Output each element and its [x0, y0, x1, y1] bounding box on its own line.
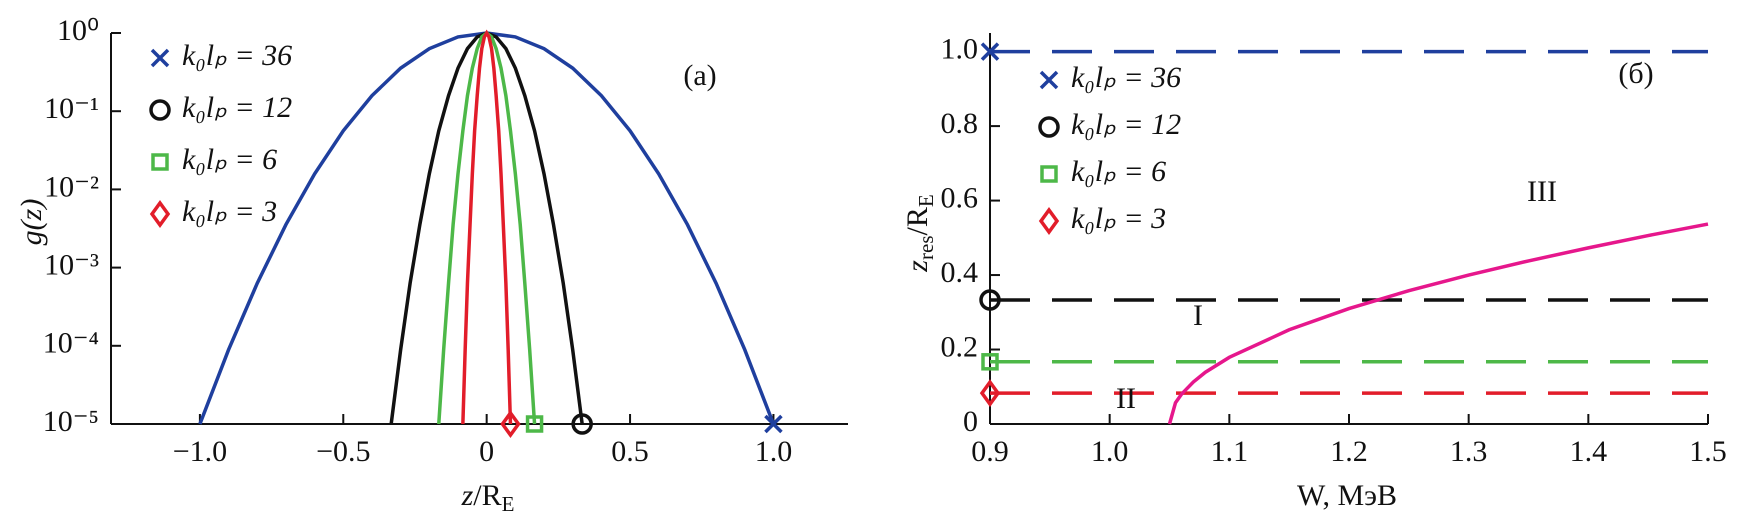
y-axis-label: zres/RE — [901, 194, 938, 272]
annotation: (a) — [683, 59, 716, 92]
y-tick-label: 0.8 — [941, 107, 979, 140]
x-tick-label: 1.0 — [1091, 435, 1129, 468]
x-tick-label: 0.9 — [971, 435, 1009, 468]
legend-marker — [1038, 207, 1060, 235]
x-tick-label: 1.1 — [1211, 435, 1249, 468]
legend-marker — [149, 99, 171, 121]
legend-label: k₀lₚ = 6 — [1071, 155, 1166, 188]
x-tick-label: 1.2 — [1330, 435, 1368, 468]
y-tick-label: 10⁻⁴ — [43, 327, 99, 360]
y-tick-label: 0.6 — [941, 181, 979, 214]
annotation: II — [1116, 382, 1136, 415]
x-tick-label: 1.4 — [1570, 435, 1608, 468]
y-tick-label: 0.2 — [941, 330, 979, 363]
data-marker — [525, 415, 544, 433]
y-tick-label: 10⁰ — [57, 14, 99, 47]
x-tick-label: 0.5 — [611, 435, 649, 468]
y-tick-label: 10⁻³ — [44, 248, 99, 281]
data-marker — [764, 414, 783, 434]
series-line — [1167, 222, 1709, 425]
x-tick-label: 1.5 — [1689, 435, 1727, 468]
annotation: I — [1193, 299, 1203, 332]
legend-marker — [1039, 70, 1059, 90]
y-tick-label: 10⁻⁵ — [43, 405, 99, 438]
series-line — [437, 30, 537, 425]
x-tick-label: 1.3 — [1450, 435, 1488, 468]
data-marker — [979, 289, 1001, 311]
legend-label: k₀lₚ = 3 — [1071, 202, 1166, 235]
legend-label: k₀lₚ = 6 — [182, 143, 277, 176]
legend-marker — [1038, 116, 1060, 138]
y-tick-label: 10⁻² — [44, 170, 99, 203]
x-tick-label: −0.5 — [316, 435, 370, 468]
x-axis-label: z/RE — [461, 479, 515, 516]
legend-marker — [150, 48, 170, 68]
y-tick-label: 1.0 — [941, 33, 979, 66]
x-tick-label: −1.0 — [173, 435, 227, 468]
legend-label: k₀lₚ = 12 — [1071, 108, 1181, 141]
data-marker — [571, 413, 593, 435]
x-axis-label: W, МэВ — [1297, 479, 1397, 512]
data-marker — [980, 42, 1000, 61]
x-tick-label: 0 — [479, 435, 494, 468]
data-marker — [979, 379, 1001, 408]
series-line — [461, 29, 513, 425]
series-line — [389, 31, 584, 425]
y-tick-label: 0.4 — [941, 256, 979, 289]
legend-label: k₀lₚ = 12 — [182, 91, 292, 124]
legend-label: k₀lₚ = 36 — [182, 39, 292, 72]
data-marker — [500, 410, 521, 438]
y-axis-label: g(z) — [15, 199, 48, 246]
legend-marker — [151, 153, 169, 171]
legend-label: k₀lₚ = 36 — [1071, 61, 1181, 94]
annotation: (б) — [1618, 57, 1653, 90]
y-tick-label: 10⁻¹ — [44, 92, 99, 125]
legend-marker — [1040, 165, 1058, 183]
data-marker — [981, 353, 999, 371]
legend-marker — [149, 200, 171, 228]
annotation: III — [1527, 175, 1557, 208]
y-tick-label: 0 — [963, 405, 978, 438]
x-tick-label: 1.0 — [755, 435, 793, 468]
legend-label: k₀lₚ = 3 — [182, 195, 277, 228]
